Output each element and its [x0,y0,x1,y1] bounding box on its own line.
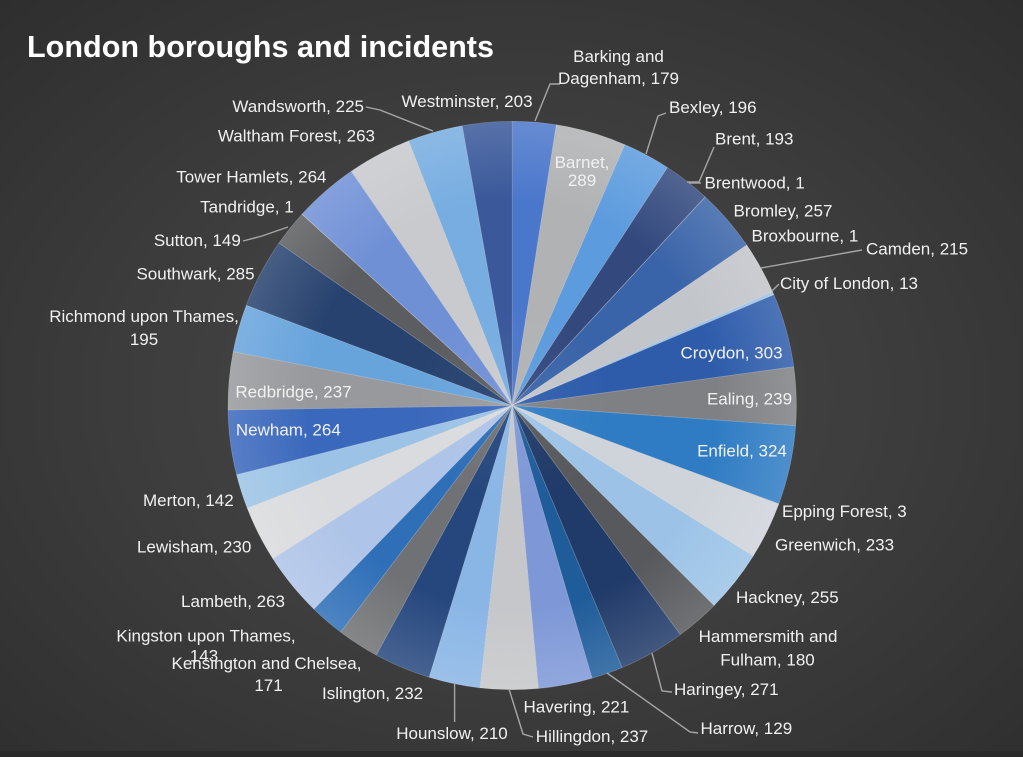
svg-text:Enfield, 324: Enfield, 324 [697,442,787,461]
svg-text:Broxbourne, 1: Broxbourne, 1 [752,227,859,246]
svg-text:Islington, 232: Islington, 232 [322,684,423,703]
svg-text:Richmond upon Thames,: Richmond upon Thames, [49,307,239,326]
svg-text:Barnet,: Barnet, [555,153,610,172]
svg-text:Haringey, 271: Haringey, 271 [674,680,779,699]
svg-text:Westminster, 203: Westminster, 203 [402,92,533,111]
svg-text:Croydon, 303: Croydon, 303 [680,344,782,363]
svg-text:Brent, 193: Brent, 193 [715,130,793,149]
svg-text:Bexley, 196: Bexley, 196 [669,98,757,117]
svg-text:Wandsworth, 225: Wandsworth, 225 [232,97,364,116]
svg-text:Waltham Forest, 263: Waltham Forest, 263 [218,127,375,146]
svg-text:Hackney, 255: Hackney, 255 [736,588,839,607]
svg-text:Southwark, 285: Southwark, 285 [136,264,254,283]
svg-text:Havering, 221: Havering, 221 [524,698,630,717]
svg-text:Sutton, 149: Sutton, 149 [154,231,241,250]
svg-text:Brentwood, 1: Brentwood, 1 [705,174,805,193]
svg-text:Lewisham, 230: Lewisham, 230 [137,537,251,556]
svg-text:London boroughs and incidents: London boroughs and incidents [27,29,494,64]
svg-text:Tower Hamlets, 264: Tower Hamlets, 264 [176,168,326,187]
svg-text:195: 195 [130,330,158,349]
svg-text:Hounslow, 210: Hounslow, 210 [396,724,508,743]
svg-text:Redbridge, 237: Redbridge, 237 [235,382,351,401]
svg-text:Tandridge, 1: Tandridge, 1 [200,198,294,217]
svg-text:Hillingdon, 237: Hillingdon, 237 [536,727,648,746]
svg-text:Fulham, 180: Fulham, 180 [720,651,815,670]
svg-text:Kensington and Chelsea,: Kensington and Chelsea, [172,654,362,673]
svg-text:Ealing, 239: Ealing, 239 [707,390,792,409]
svg-text:Greenwich, 233: Greenwich, 233 [775,536,894,555]
svg-text:143: 143 [190,647,218,666]
svg-text:Harrow, 129: Harrow, 129 [701,719,793,738]
svg-text:Hammersmith and: Hammersmith and [699,627,838,646]
svg-text:City of London, 13: City of London, 13 [780,274,918,293]
svg-text:Lambeth, 263: Lambeth, 263 [181,592,285,611]
svg-text:171: 171 [254,676,282,695]
svg-text:Camden, 215: Camden, 215 [866,240,968,259]
svg-text:Epping Forest, 3: Epping Forest, 3 [782,502,907,521]
svg-text:Merton, 142: Merton, 142 [143,491,234,510]
svg-text:Newham, 264: Newham, 264 [236,420,341,439]
svg-text:Kingston upon Thames,: Kingston upon Thames, [116,627,295,646]
svg-text:289: 289 [568,171,596,190]
svg-text:Barking and: Barking and [573,47,664,66]
svg-text:Bromley, 257: Bromley, 257 [734,202,833,221]
svg-text:Dagenham, 179: Dagenham, 179 [558,69,679,88]
